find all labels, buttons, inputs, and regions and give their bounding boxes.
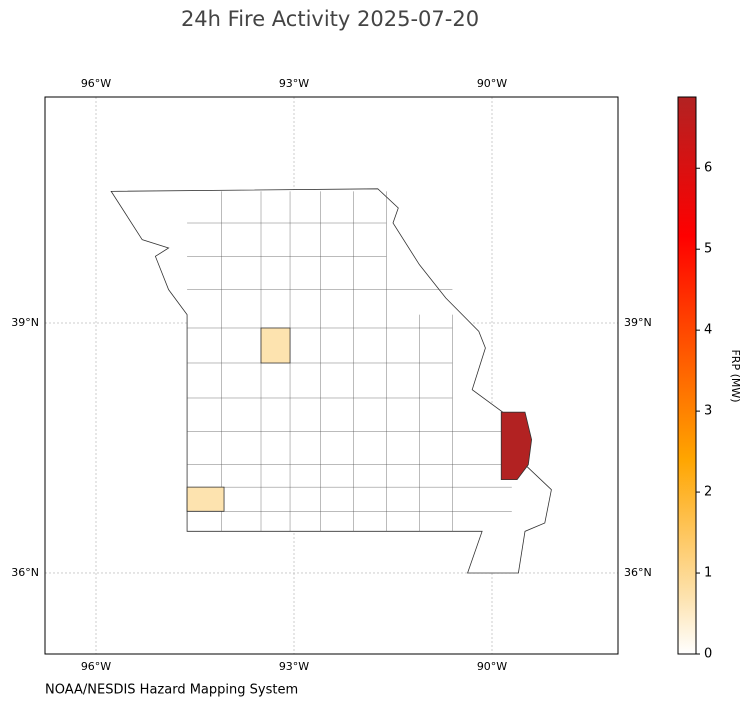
lon-label: 90°W — [477, 660, 507, 673]
lat-label: 39°N — [624, 316, 652, 329]
colorbar-tick-label: 4 — [704, 323, 712, 338]
colorbar-tick-label: 3 — [704, 404, 712, 419]
colorbar-tick-label: 0 — [704, 647, 712, 662]
fire-county — [260, 327, 291, 364]
lat-label: 36°N — [624, 566, 652, 579]
state-outline — [110, 188, 552, 574]
lat-label: 36°N — [11, 566, 39, 579]
colorbar-tick-label: 2 — [704, 485, 712, 500]
lon-label: 96°W — [81, 660, 111, 673]
colorbar-label: FRP (MW) — [729, 349, 742, 402]
fire-county — [186, 486, 225, 512]
title: 24h Fire Activity 2025-07-20 — [181, 7, 479, 31]
source: NOAA/NESDIS Hazard Mapping System — [45, 683, 298, 698]
lon-label: 96°W — [81, 77, 111, 90]
lon-label: 90°W — [477, 77, 507, 90]
map-frame — [44, 96, 619, 655]
lat-label: 39°N — [11, 316, 39, 329]
colorbar-tick-label: 1 — [704, 566, 712, 581]
lon-label: 93°W — [279, 77, 309, 90]
colorbar-tick-label: 5 — [704, 242, 712, 257]
fire-county — [500, 411, 533, 481]
colorbar-tick-label: 6 — [704, 161, 712, 176]
colorbar — [677, 96, 697, 655]
lon-label: 93°W — [279, 660, 309, 673]
